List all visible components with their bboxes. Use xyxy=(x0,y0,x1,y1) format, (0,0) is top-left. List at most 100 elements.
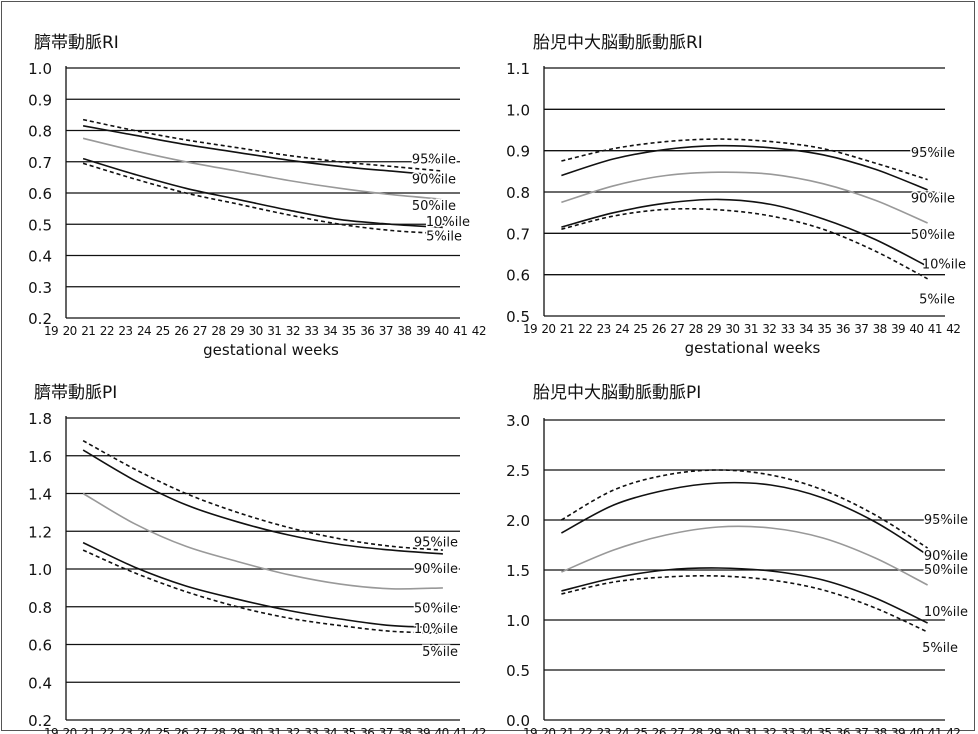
percentile-label: 5%ile xyxy=(426,230,462,245)
series-line-5pctile xyxy=(82,162,443,235)
x-tick-label: 23 xyxy=(118,726,132,734)
percentile-label: 95%ile xyxy=(924,513,968,528)
x-tick-label: 25 xyxy=(156,726,170,734)
x-tick-label: 28 xyxy=(689,322,703,336)
y-tick-label: 0.8 xyxy=(28,599,52,617)
x-tick-label: 30 xyxy=(249,726,263,734)
x-tick-label: 19 xyxy=(523,726,537,734)
series-line-50pctile xyxy=(82,492,443,590)
y-tick-label: 1.0 xyxy=(28,561,52,579)
x-tick-label: 34 xyxy=(799,322,813,336)
x-tick-label: 39 xyxy=(891,726,905,734)
x-tick-label: 24 xyxy=(137,324,151,338)
x-tick-label: 20 xyxy=(541,726,555,734)
y-tick-label: 0.4 xyxy=(28,674,52,692)
y-tick-label: 1.0 xyxy=(506,612,530,630)
percentile-label: 10%ile xyxy=(922,257,966,272)
y-tick-label: 0.9 xyxy=(28,91,52,109)
x-tick-label: 33 xyxy=(781,322,795,336)
x-tick-label: 29 xyxy=(230,726,244,734)
x-tick-label: 40 xyxy=(435,726,449,734)
x-tick-label: 31 xyxy=(744,322,758,336)
x-tick-label: 24 xyxy=(137,726,151,734)
x-tick-label: 35 xyxy=(817,322,831,336)
x-tick-label: 33 xyxy=(781,726,795,734)
x-tick-label: 40 xyxy=(435,324,449,338)
x-tick-label: 19 xyxy=(523,322,537,336)
y-tick-label: 0.9 xyxy=(506,143,530,161)
percentile-label: 10%ile xyxy=(426,215,470,230)
series-line-95pctile xyxy=(82,118,443,172)
percentile-label: 10%ile xyxy=(924,605,968,620)
x-tick-label: 23 xyxy=(597,322,611,336)
x-tick-label: 29 xyxy=(230,324,244,338)
series-line-95pctile xyxy=(561,138,928,181)
x-tick-label: 35 xyxy=(342,726,356,734)
x-tick-label: 41 xyxy=(928,322,942,336)
x-tick-label: 21 xyxy=(81,726,95,734)
percentile-label: 10%ile xyxy=(414,622,458,637)
y-tick-label: 2.0 xyxy=(506,512,530,530)
x-tick-label: 37 xyxy=(854,322,868,336)
y-tick-label: 0.5 xyxy=(506,308,530,326)
y-tick-label: 1.4 xyxy=(28,486,52,504)
x-tick-label: 30 xyxy=(725,322,739,336)
series-line-90pctile xyxy=(82,449,443,555)
x-tick-label: 42 xyxy=(946,322,960,336)
x-tick-label: 24 xyxy=(615,322,629,336)
series-line-50pctile xyxy=(82,137,443,201)
y-tick-label: 0.8 xyxy=(506,184,530,202)
x-tick-label: 23 xyxy=(597,726,611,734)
x-tick-label: 32 xyxy=(286,324,300,338)
x-tick-label: 34 xyxy=(323,726,337,734)
y-tick-label: 1.2 xyxy=(28,523,52,541)
x-tick-label: 25 xyxy=(633,322,647,336)
x-tick-label: 34 xyxy=(799,726,813,734)
x-tick-label: 22 xyxy=(578,322,592,336)
x-tick-label: 32 xyxy=(286,726,300,734)
series-line-95pctile xyxy=(561,469,929,549)
x-tick-label: 39 xyxy=(416,726,430,734)
chart-panel-4: 胎児中大脳動脈動脈PI 0.0 0.5 1.0 1.5 2.0 2.5 3.0 19 20 21 22… xyxy=(506,383,969,734)
y-tick-label: 0.8 xyxy=(28,123,52,141)
percentile-label: 90%ile xyxy=(924,549,968,564)
x-axis-label: gestational weeks xyxy=(685,339,821,357)
percentile-label: 90%ile xyxy=(911,191,955,206)
percentile-label: 5%ile xyxy=(422,645,458,660)
x-tick-label: 33 xyxy=(304,324,318,338)
x-tick-label: 30 xyxy=(725,726,739,734)
x-tick-label: 31 xyxy=(267,726,281,734)
y-tick-label: 0.6 xyxy=(28,637,52,655)
percentile-label: 90%ile xyxy=(412,173,456,188)
y-tick-label: 1.6 xyxy=(28,448,52,466)
x-tick-label: 26 xyxy=(174,324,188,338)
x-tick-label: 27 xyxy=(670,322,684,336)
x-tick-label: 21 xyxy=(560,726,574,734)
y-tick-label: 3.0 xyxy=(506,412,530,430)
x-tick-label: 39 xyxy=(416,324,430,338)
series-line-95pctile xyxy=(82,439,443,551)
x-tick-label: 37 xyxy=(379,726,393,734)
x-tick-label: 28 xyxy=(689,726,703,734)
y-tick-label: 0.7 xyxy=(28,154,52,172)
x-tick-label: 20 xyxy=(63,726,77,734)
x-tick-label: 19 xyxy=(44,324,58,338)
series-line-5pctile xyxy=(561,575,928,633)
series-line-10pctile xyxy=(561,198,928,268)
y-tick-label: 0.5 xyxy=(506,662,530,680)
series-line-50pctile xyxy=(561,171,928,224)
x-tick-label: 31 xyxy=(744,726,758,734)
chart-title: 胎児中大脳動脈動脈RI xyxy=(533,33,703,53)
y-tick-label: 1.1 xyxy=(506,60,530,78)
y-tick-label: 0.3 xyxy=(28,279,52,297)
x-tick-label: 40 xyxy=(909,322,923,336)
x-tick-label: 26 xyxy=(652,322,666,336)
x-tick-label: 19 xyxy=(44,726,58,734)
series-line-10pctile xyxy=(561,567,928,624)
percentile-label: 5%ile xyxy=(922,641,958,656)
series-line-5pctile xyxy=(561,207,928,280)
percentile-label: 90%ile xyxy=(414,562,458,577)
x-tick-label: 39 xyxy=(891,322,905,336)
y-tick-label: 0.6 xyxy=(28,185,52,203)
y-tick-label: 1.8 xyxy=(28,410,52,428)
